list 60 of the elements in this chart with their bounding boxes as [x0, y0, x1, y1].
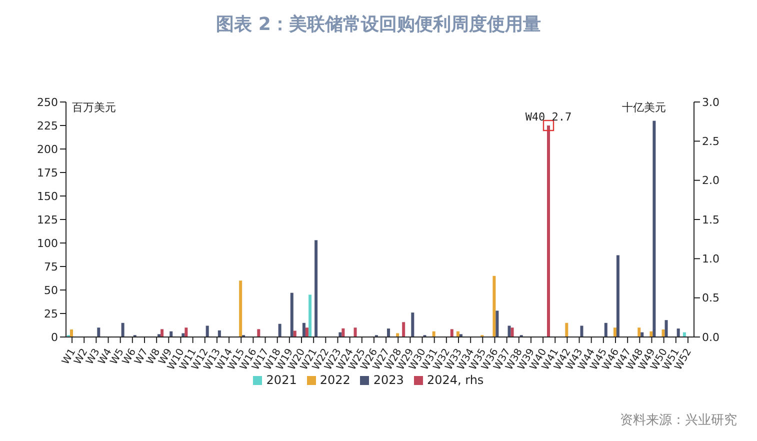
y2-tick-label: 0.5: [702, 292, 720, 305]
y2-tick-label: 1.0: [702, 252, 720, 266]
y-tick-label: 100: [37, 236, 58, 250]
bar: [616, 255, 620, 337]
y-tick-label: 125: [37, 213, 58, 226]
y-tick-label: 25: [44, 307, 58, 320]
bar: [496, 310, 499, 337]
y-tick-label: 150: [37, 190, 58, 203]
bar: [652, 120, 656, 337]
bar: [70, 329, 73, 337]
bar: [121, 322, 124, 337]
y-tick-label: 75: [44, 260, 58, 274]
legend-label: 2022: [320, 373, 350, 387]
y2-tick-label: 2.0: [702, 174, 720, 188]
bar: [676, 328, 680, 337]
bar: [565, 322, 568, 337]
bar: [257, 329, 260, 337]
y2-tick-label: 2.5: [702, 135, 720, 148]
y2-tick-label: 0.0: [702, 330, 720, 344]
legend-label: 2024, rhs: [426, 373, 484, 387]
y-tick-label: 0: [51, 330, 58, 344]
legend-label: 2021: [266, 373, 297, 387]
bar: [160, 329, 164, 337]
bar: [293, 330, 296, 337]
bar: [613, 328, 616, 337]
bar: [402, 322, 406, 337]
bar: [664, 320, 668, 337]
bar: [354, 328, 357, 337]
bar: [239, 280, 242, 337]
bar: [97, 328, 100, 337]
chart-title: 图表 2：美联储常设回购便利周度使用量: [215, 13, 542, 37]
bar: [278, 324, 282, 337]
bar: [604, 322, 608, 337]
bar: [547, 126, 550, 337]
bar: [218, 330, 221, 337]
bar: [387, 328, 390, 337]
y-tick-label: 225: [37, 119, 58, 132]
y-tick-label: 200: [37, 142, 58, 156]
bar: [206, 326, 209, 337]
y2-axis-title: 十亿美元: [622, 100, 666, 115]
bar: [492, 276, 496, 337]
legend-label: 2023: [373, 373, 404, 387]
annotation: W40 2.7: [525, 110, 572, 124]
bar: [450, 329, 454, 337]
y-axis-title: 百万美元: [72, 100, 116, 115]
bar: [411, 312, 414, 337]
y-tick-label: 50: [44, 284, 58, 297]
y-tick-label: 250: [37, 96, 58, 109]
bar: [184, 328, 188, 337]
y2-tick-label: 1.5: [702, 213, 720, 226]
y2-tick-label: 3.0: [702, 96, 720, 109]
bar: [308, 294, 312, 337]
bar: [580, 326, 584, 337]
bar: [396, 333, 400, 337]
bar: [662, 329, 665, 337]
bar: [290, 292, 294, 337]
text: 资料来源：兴业研究: [620, 412, 737, 429]
bar: [314, 240, 318, 337]
bar: [638, 328, 641, 337]
y-tick-label: 175: [37, 166, 58, 180]
